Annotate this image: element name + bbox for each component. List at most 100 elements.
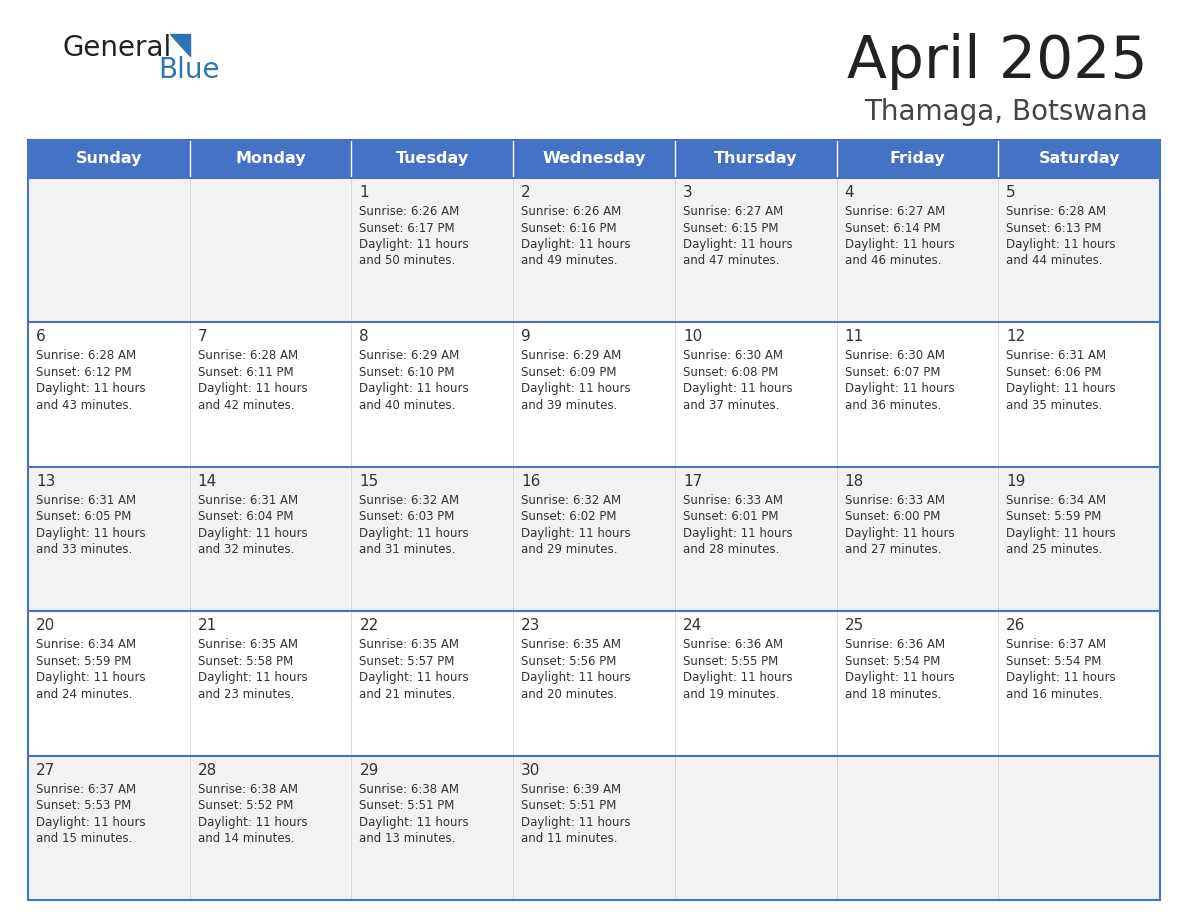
Text: 2: 2: [522, 185, 531, 200]
Text: and 18 minutes.: and 18 minutes.: [845, 688, 941, 700]
Text: Daylight: 11 hours: Daylight: 11 hours: [522, 238, 631, 251]
Text: Sunset: 6:13 PM: Sunset: 6:13 PM: [1006, 221, 1101, 234]
Text: Daylight: 11 hours: Daylight: 11 hours: [36, 527, 146, 540]
Text: Sunrise: 6:27 AM: Sunrise: 6:27 AM: [845, 205, 944, 218]
Text: Sunset: 6:14 PM: Sunset: 6:14 PM: [845, 221, 940, 234]
Text: 11: 11: [845, 330, 864, 344]
Bar: [190, 178, 352, 322]
Bar: [836, 140, 998, 178]
Text: Sunrise: 6:28 AM: Sunrise: 6:28 AM: [197, 350, 298, 363]
Bar: [513, 140, 675, 178]
Bar: [352, 178, 513, 322]
Text: and 33 minutes.: and 33 minutes.: [36, 543, 132, 556]
Text: Sunset: 5:54 PM: Sunset: 5:54 PM: [1006, 655, 1101, 667]
Text: Daylight: 11 hours: Daylight: 11 hours: [360, 815, 469, 829]
Text: Sunset: 6:08 PM: Sunset: 6:08 PM: [683, 366, 778, 379]
Text: 10: 10: [683, 330, 702, 344]
Text: Sunrise: 6:30 AM: Sunrise: 6:30 AM: [845, 350, 944, 363]
Text: 6: 6: [36, 330, 46, 344]
Text: Sunset: 5:54 PM: Sunset: 5:54 PM: [845, 655, 940, 667]
Bar: [998, 466, 1159, 611]
Bar: [513, 178, 675, 322]
Text: Sunset: 5:51 PM: Sunset: 5:51 PM: [360, 799, 455, 812]
Text: Sunrise: 6:35 AM: Sunrise: 6:35 AM: [360, 638, 460, 651]
Text: Daylight: 11 hours: Daylight: 11 hours: [36, 671, 146, 684]
Text: 28: 28: [197, 763, 217, 778]
Text: April 2025: April 2025: [847, 33, 1148, 91]
Text: and 35 minutes.: and 35 minutes.: [1006, 399, 1102, 412]
Text: Daylight: 11 hours: Daylight: 11 hours: [1006, 671, 1116, 684]
Text: Sunrise: 6:35 AM: Sunrise: 6:35 AM: [197, 638, 298, 651]
Text: Friday: Friday: [890, 151, 946, 166]
Text: Sunrise: 6:29 AM: Sunrise: 6:29 AM: [360, 350, 460, 363]
Text: Saturday: Saturday: [1038, 151, 1120, 166]
Text: Sunrise: 6:33 AM: Sunrise: 6:33 AM: [683, 494, 783, 507]
Text: Sunday: Sunday: [76, 151, 143, 166]
Text: 24: 24: [683, 618, 702, 633]
Text: Sunset: 5:56 PM: Sunset: 5:56 PM: [522, 655, 617, 667]
Text: Sunrise: 6:38 AM: Sunrise: 6:38 AM: [360, 783, 460, 796]
Bar: [29, 466, 190, 611]
Text: and 40 minutes.: and 40 minutes.: [360, 399, 456, 412]
Text: Daylight: 11 hours: Daylight: 11 hours: [360, 671, 469, 684]
Bar: [29, 322, 190, 466]
Bar: [836, 611, 998, 756]
Text: and 37 minutes.: and 37 minutes.: [683, 399, 779, 412]
Text: and 23 minutes.: and 23 minutes.: [197, 688, 295, 700]
Text: Daylight: 11 hours: Daylight: 11 hours: [1006, 383, 1116, 396]
Text: Daylight: 11 hours: Daylight: 11 hours: [522, 527, 631, 540]
Text: Sunrise: 6:34 AM: Sunrise: 6:34 AM: [36, 638, 137, 651]
Text: 13: 13: [36, 474, 56, 488]
Text: Sunrise: 6:32 AM: Sunrise: 6:32 AM: [522, 494, 621, 507]
Text: and 13 minutes.: and 13 minutes.: [360, 832, 456, 845]
Text: Daylight: 11 hours: Daylight: 11 hours: [1006, 527, 1116, 540]
Text: and 27 minutes.: and 27 minutes.: [845, 543, 941, 556]
Text: and 25 minutes.: and 25 minutes.: [1006, 543, 1102, 556]
Text: 18: 18: [845, 474, 864, 488]
Text: Sunset: 6:03 PM: Sunset: 6:03 PM: [360, 510, 455, 523]
Text: 17: 17: [683, 474, 702, 488]
Bar: [836, 178, 998, 322]
Text: 30: 30: [522, 763, 541, 778]
Text: Sunrise: 6:37 AM: Sunrise: 6:37 AM: [36, 783, 137, 796]
Text: Sunset: 6:05 PM: Sunset: 6:05 PM: [36, 510, 132, 523]
Text: and 16 minutes.: and 16 minutes.: [1006, 688, 1102, 700]
Text: 7: 7: [197, 330, 208, 344]
Bar: [998, 322, 1159, 466]
Bar: [675, 611, 836, 756]
Text: 15: 15: [360, 474, 379, 488]
Bar: [998, 756, 1159, 900]
Text: Sunset: 6:04 PM: Sunset: 6:04 PM: [197, 510, 293, 523]
Text: 16: 16: [522, 474, 541, 488]
Text: Sunrise: 6:31 AM: Sunrise: 6:31 AM: [36, 494, 137, 507]
Bar: [675, 178, 836, 322]
Text: Daylight: 11 hours: Daylight: 11 hours: [360, 383, 469, 396]
Bar: [998, 140, 1159, 178]
Bar: [29, 178, 190, 322]
Text: 23: 23: [522, 618, 541, 633]
Text: Sunset: 6:00 PM: Sunset: 6:00 PM: [845, 510, 940, 523]
Text: Daylight: 11 hours: Daylight: 11 hours: [522, 671, 631, 684]
Text: 3: 3: [683, 185, 693, 200]
Text: Daylight: 11 hours: Daylight: 11 hours: [197, 671, 308, 684]
Text: Sunset: 5:59 PM: Sunset: 5:59 PM: [36, 655, 132, 667]
Text: 5: 5: [1006, 185, 1016, 200]
Bar: [352, 322, 513, 466]
Text: 26: 26: [1006, 618, 1025, 633]
Text: Sunrise: 6:28 AM: Sunrise: 6:28 AM: [1006, 205, 1106, 218]
Text: Daylight: 11 hours: Daylight: 11 hours: [845, 527, 954, 540]
Text: Sunrise: 6:35 AM: Sunrise: 6:35 AM: [522, 638, 621, 651]
Text: Daylight: 11 hours: Daylight: 11 hours: [36, 383, 146, 396]
Text: Sunrise: 6:37 AM: Sunrise: 6:37 AM: [1006, 638, 1106, 651]
Text: and 44 minutes.: and 44 minutes.: [1006, 254, 1102, 267]
Text: Sunrise: 6:34 AM: Sunrise: 6:34 AM: [1006, 494, 1106, 507]
Text: Sunrise: 6:26 AM: Sunrise: 6:26 AM: [360, 205, 460, 218]
Bar: [190, 322, 352, 466]
Text: Sunset: 6:11 PM: Sunset: 6:11 PM: [197, 366, 293, 379]
Text: 29: 29: [360, 763, 379, 778]
Text: Sunset: 6:02 PM: Sunset: 6:02 PM: [522, 510, 617, 523]
Bar: [675, 140, 836, 178]
Text: 22: 22: [360, 618, 379, 633]
Text: Sunrise: 6:36 AM: Sunrise: 6:36 AM: [845, 638, 944, 651]
Bar: [29, 611, 190, 756]
